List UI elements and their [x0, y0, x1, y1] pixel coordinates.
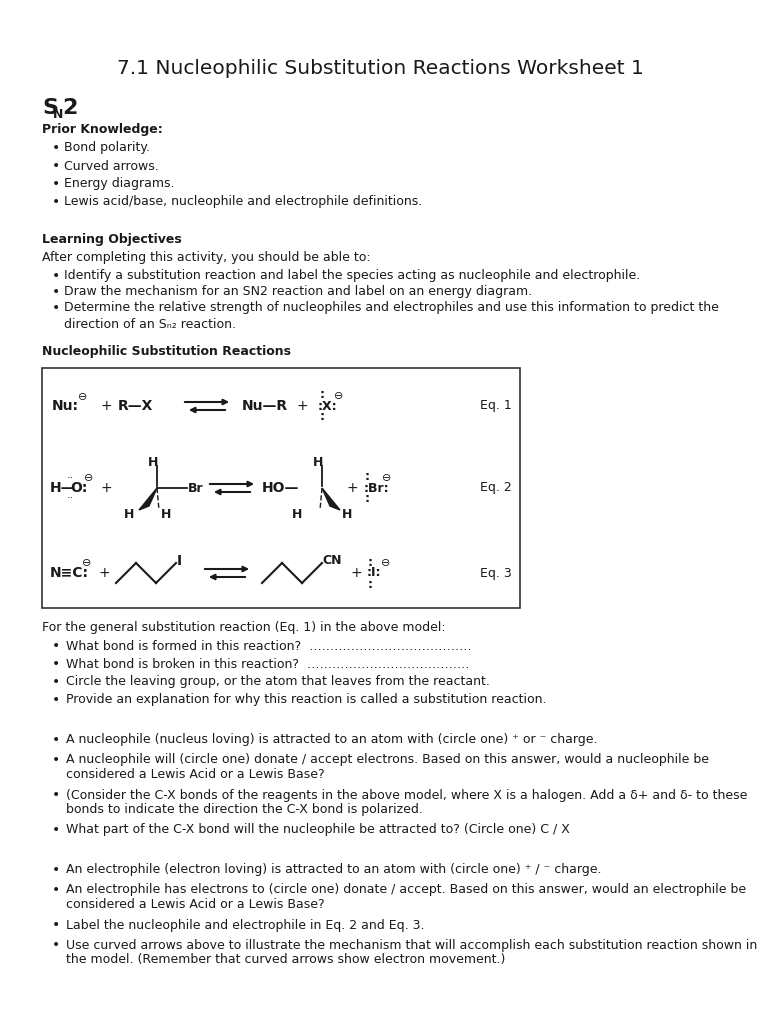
Text: H—: H—	[50, 481, 75, 495]
Text: ··: ··	[67, 493, 75, 503]
Text: Circle the leaving group, or the atom that leaves from the reactant.: Circle the leaving group, or the atom th…	[66, 676, 490, 688]
Text: What bond is formed in this reaction?  …………………………………: What bond is formed in this reaction? ………	[66, 640, 472, 652]
Text: Eq. 3: Eq. 3	[480, 566, 512, 580]
Text: Draw the mechanism for an SN2 reaction and label on an energy diagram.: Draw the mechanism for an SN2 reaction a…	[64, 286, 532, 299]
Text: +: +	[350, 566, 361, 580]
Text: Use curved arrows above to illustrate the mechanism that will accomplish each su: Use curved arrows above to illustrate th…	[66, 939, 757, 951]
Text: (Consider the C-X bonds of the reagents in the above model, where X is a halogen: (Consider the C-X bonds of the reagents …	[66, 788, 747, 802]
Text: H: H	[161, 508, 171, 520]
Text: A nucleophile will (circle one) donate / accept electrons. Based on this answer,: A nucleophile will (circle one) donate /…	[66, 754, 709, 767]
Text: Determine the relative strength of nucleophiles and electrophiles and use this i: Determine the relative strength of nucle…	[64, 301, 719, 314]
Text: Prior Knowledge:: Prior Knowledge:	[42, 124, 163, 136]
Text: After completing this activity, you should be able to:: After completing this activity, you shou…	[42, 252, 371, 264]
Text: direction of an Sₙ₂ reaction.: direction of an Sₙ₂ reaction.	[64, 317, 236, 331]
Text: •: •	[52, 657, 60, 671]
Text: H: H	[148, 456, 158, 469]
Text: For the general substitution reaction (Eq. 1) in the above model:: For the general substitution reaction (E…	[42, 622, 446, 635]
Text: Bond polarity.: Bond polarity.	[64, 141, 150, 155]
Text: Eq. 1: Eq. 1	[480, 399, 512, 413]
Text: •: •	[52, 195, 60, 209]
Text: +: +	[347, 481, 358, 495]
Text: What part of the C-X bond will the nucleophile be attracted to? (Circle one) C /: What part of the C-X bond will the nucle…	[66, 823, 570, 837]
Text: HO—: HO—	[262, 481, 299, 495]
Text: •: •	[52, 141, 60, 155]
Text: •: •	[52, 938, 60, 952]
Polygon shape	[322, 488, 340, 510]
Text: •: •	[52, 639, 60, 653]
Text: bonds to indicate the direction the C-X bond is polarized.: bonds to indicate the direction the C-X …	[66, 804, 423, 816]
Text: H: H	[124, 508, 134, 520]
Text: Learning Objectives: Learning Objectives	[42, 233, 182, 247]
Text: +: +	[297, 399, 309, 413]
Text: •: •	[52, 285, 60, 299]
Text: •: •	[52, 177, 60, 191]
Text: ⊖: ⊖	[334, 391, 343, 401]
Text: +: +	[100, 399, 112, 413]
Text: Br: Br	[188, 481, 204, 495]
Text: :X:: :X:	[318, 399, 338, 413]
Text: •: •	[52, 918, 60, 932]
Text: Nucleophilic Substitution Reactions: Nucleophilic Substitution Reactions	[42, 345, 291, 358]
Text: N: N	[53, 109, 63, 122]
Text: H: H	[313, 456, 323, 469]
Text: ⊖: ⊖	[78, 392, 88, 402]
Text: •: •	[52, 301, 60, 315]
Text: :: :	[320, 388, 325, 401]
Text: •: •	[52, 675, 60, 689]
Text: Energy diagrams.: Energy diagrams.	[64, 177, 174, 190]
Text: S: S	[42, 98, 58, 118]
Text: +: +	[98, 566, 110, 580]
Text: CN: CN	[322, 555, 342, 567]
Text: A nucleophile (nucleus loving) is attracted to an atom with (circle one) ⁺ or ⁻ : A nucleophile (nucleus loving) is attrac…	[66, 733, 597, 746]
Text: ⊖: ⊖	[82, 558, 91, 568]
Text: :I:: :I:	[367, 566, 381, 580]
Text: Curved arrows.: Curved arrows.	[64, 160, 159, 172]
Text: the model. (Remember that curved arrows show electron movement.): the model. (Remember that curved arrows …	[66, 953, 505, 967]
Text: R—X: R—X	[118, 399, 154, 413]
Text: An electrophile (electron loving) is attracted to an atom with (circle one) ⁺ / : An electrophile (electron loving) is att…	[66, 863, 601, 877]
Text: •: •	[52, 159, 60, 173]
Text: H: H	[342, 508, 352, 520]
Text: Identify a substitution reaction and label the species acting as nucleophile and: Identify a substitution reaction and lab…	[64, 269, 640, 283]
Text: •: •	[52, 693, 60, 707]
Text: ··: ··	[67, 473, 75, 483]
Text: +: +	[100, 481, 112, 495]
Text: •: •	[52, 788, 60, 802]
Text: •: •	[52, 823, 60, 837]
Text: N≡C:: N≡C:	[50, 566, 89, 580]
Text: :: :	[368, 555, 373, 568]
Text: Label the nucleophile and electrophile in Eq. 2 and Eq. 3.: Label the nucleophile and electrophile i…	[66, 919, 425, 932]
Text: considered a Lewis Acid or a Lewis Base?: considered a Lewis Acid or a Lewis Base?	[66, 768, 325, 781]
Text: :Br:: :Br:	[364, 481, 390, 495]
Text: I: I	[177, 554, 182, 568]
Text: :: :	[365, 493, 370, 506]
Text: Nu:: Nu:	[52, 399, 79, 413]
Text: O:: O:	[70, 481, 88, 495]
Text: •: •	[52, 733, 60, 746]
Text: •: •	[52, 753, 60, 767]
Text: ⊖: ⊖	[382, 473, 391, 483]
Text: Nu—R: Nu—R	[242, 399, 288, 413]
Text: :: :	[368, 578, 373, 591]
Text: •: •	[52, 883, 60, 897]
Text: •: •	[52, 269, 60, 283]
Text: :: :	[365, 470, 370, 483]
Text: Lewis acid/base, nucleophile and electrophile definitions.: Lewis acid/base, nucleophile and electro…	[64, 196, 422, 209]
Text: H: H	[291, 508, 302, 520]
Text: considered a Lewis Acid or a Lewis Base?: considered a Lewis Acid or a Lewis Base?	[66, 898, 325, 911]
Bar	[42, 368, 520, 608]
Text: 2: 2	[62, 98, 78, 118]
Text: Provide an explanation for why this reaction is called a substitution reaction.: Provide an explanation for why this reac…	[66, 693, 546, 707]
Text: :: :	[320, 411, 325, 424]
Text: ⊖: ⊖	[84, 473, 94, 483]
Text: What bond is broken in this reaction?  …………………………………: What bond is broken in this reaction? ………	[66, 657, 470, 671]
Polygon shape	[139, 488, 157, 510]
Text: ⊖: ⊖	[381, 558, 390, 568]
Text: An electrophile has electrons to (circle one) donate / accept. Based on this ans: An electrophile has electrons to (circle…	[66, 884, 746, 896]
Text: 7.1 Nucleophilic Substitution Reactions Worksheet 1: 7.1 Nucleophilic Substitution Reactions …	[117, 58, 644, 78]
Text: Eq. 2: Eq. 2	[480, 481, 512, 495]
Text: •: •	[52, 863, 60, 877]
